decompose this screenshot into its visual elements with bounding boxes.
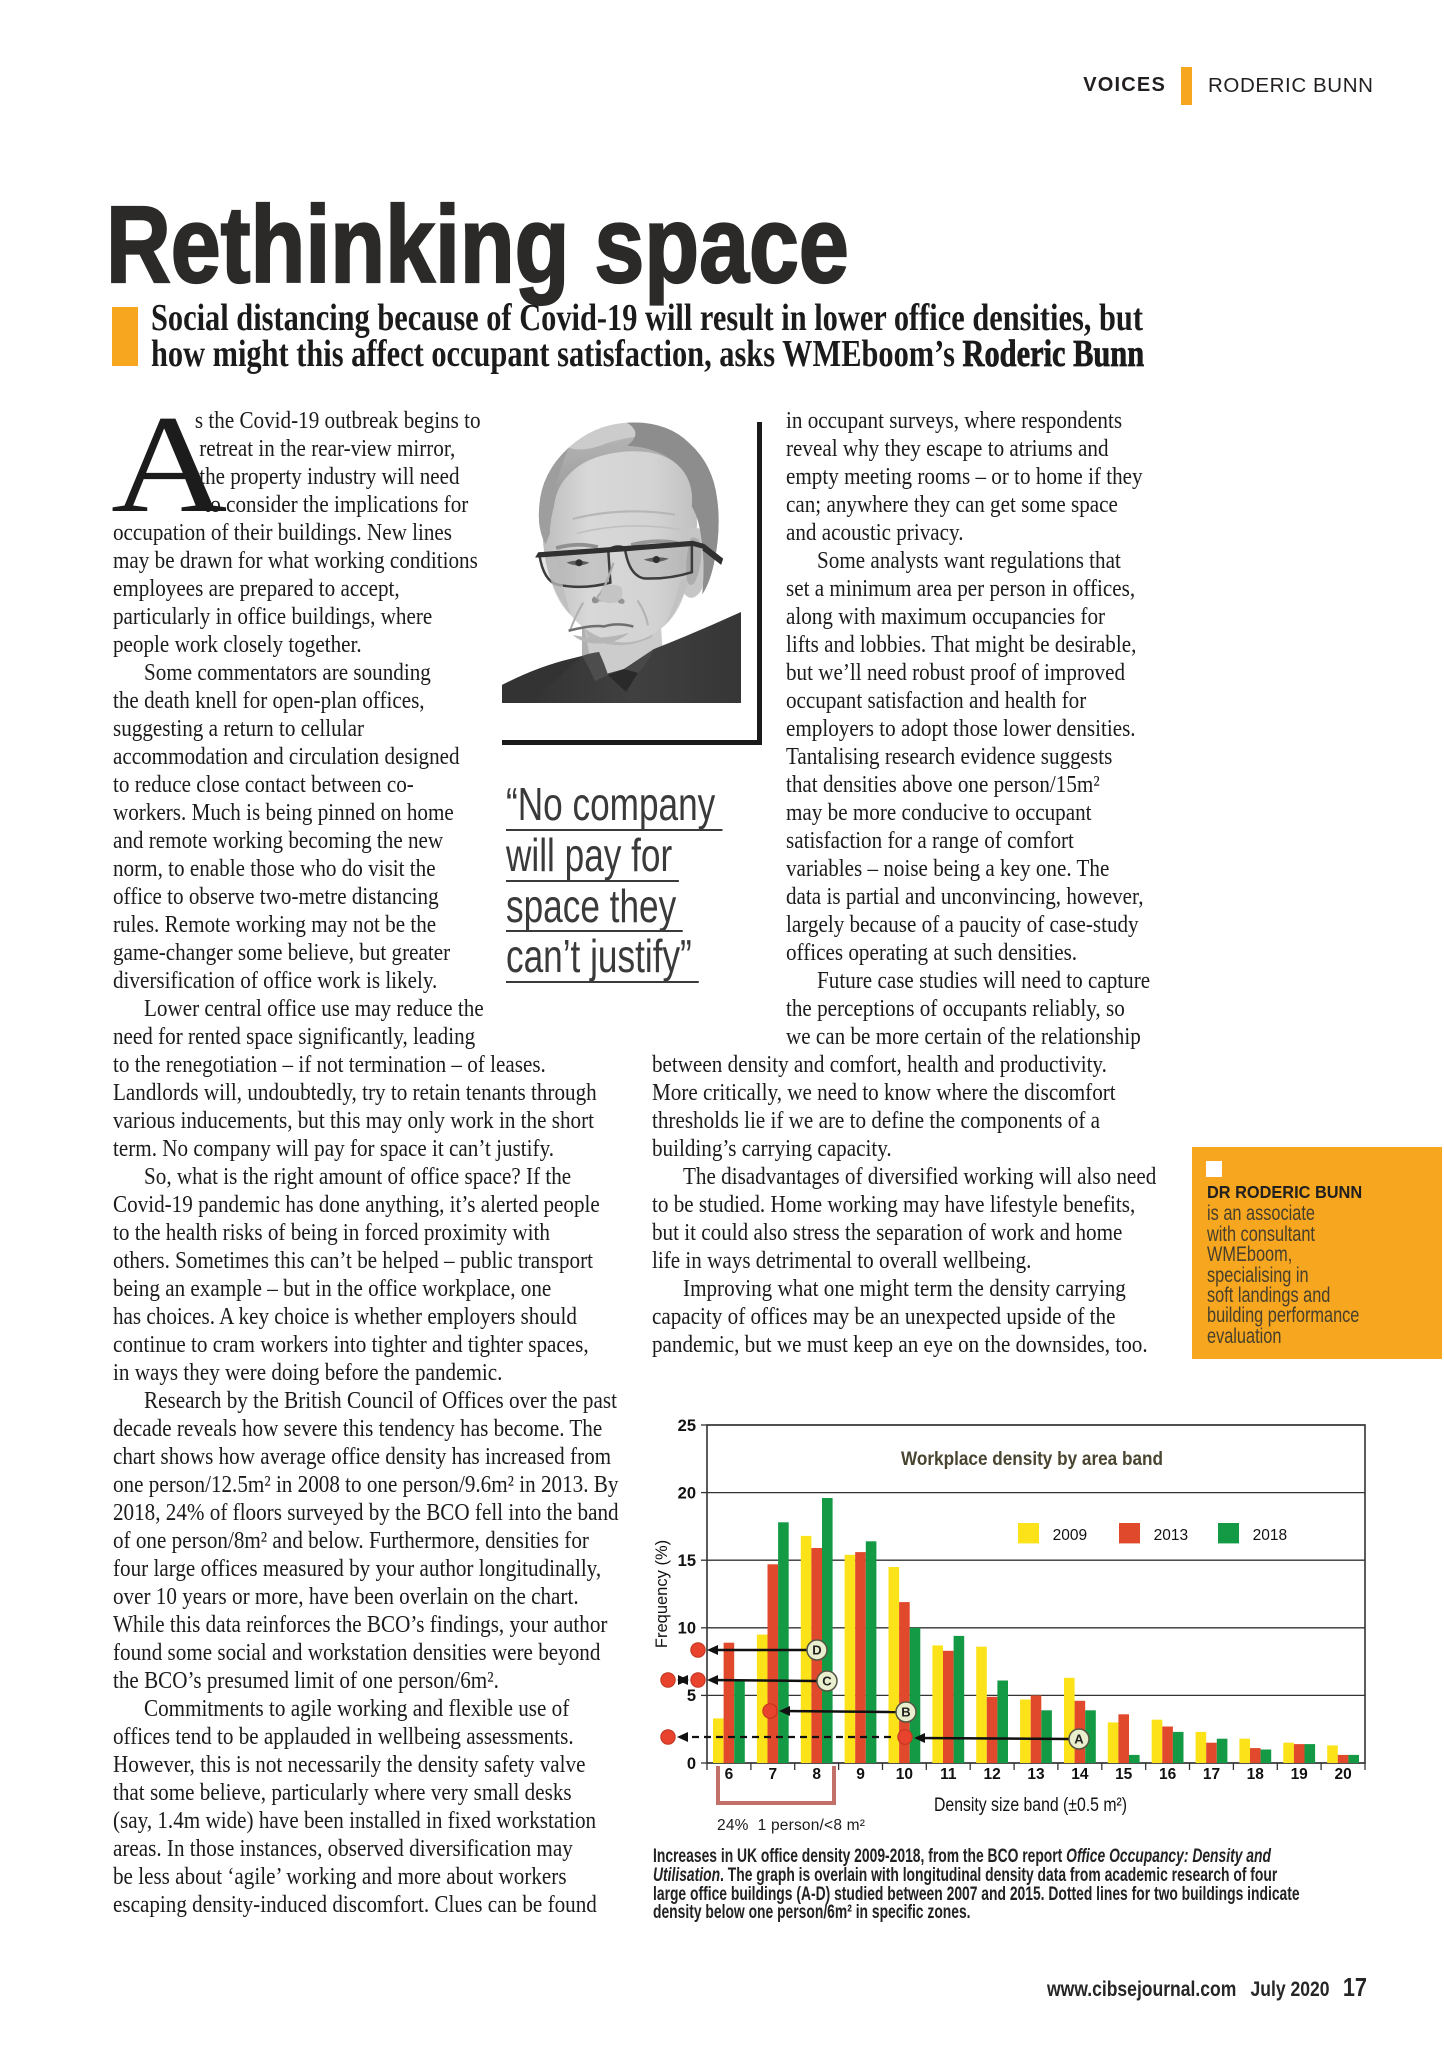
- svg-text:A: A: [1074, 1732, 1084, 1747]
- svg-text:2013: 2013: [1154, 1527, 1188, 1544]
- svg-text:20: 20: [1334, 1766, 1351, 1783]
- svg-text:11: 11: [940, 1766, 957, 1783]
- svg-text:7: 7: [768, 1766, 777, 1783]
- svg-text:10: 10: [678, 1620, 696, 1638]
- svg-text:17: 17: [1203, 1766, 1220, 1783]
- svg-text:9: 9: [856, 1766, 865, 1783]
- svg-text:25: 25: [678, 1417, 696, 1435]
- svg-text:2018: 2018: [1253, 1527, 1287, 1544]
- svg-text:2009: 2009: [1053, 1527, 1087, 1544]
- svg-text:6: 6: [725, 1766, 734, 1783]
- svg-text:10: 10: [896, 1766, 913, 1783]
- svg-text:24% 1 person/<8 m²: 24% 1 person/<8 m²: [717, 1817, 865, 1834]
- svg-text:15: 15: [1115, 1766, 1133, 1783]
- svg-text:18: 18: [1247, 1766, 1265, 1783]
- svg-text:8: 8: [812, 1766, 821, 1783]
- svg-text:D: D: [812, 1643, 821, 1658]
- svg-text:19: 19: [1291, 1766, 1309, 1783]
- svg-text:13: 13: [1027, 1766, 1045, 1783]
- svg-text:20: 20: [678, 1484, 696, 1502]
- svg-text:B: B: [901, 1705, 910, 1720]
- svg-text:16: 16: [1159, 1766, 1177, 1783]
- svg-text:5: 5: [687, 1687, 696, 1705]
- svg-text:Frequency (%): Frequency (%): [653, 1540, 671, 1648]
- svg-text:14: 14: [1071, 1766, 1089, 1783]
- svg-text:12: 12: [983, 1766, 1000, 1783]
- svg-text:0: 0: [687, 1755, 696, 1773]
- svg-text:15: 15: [678, 1552, 696, 1570]
- svg-text:Density size band (±0.5 m²): Density size band (±0.5 m²): [934, 1795, 1127, 1816]
- svg-text:C: C: [822, 1674, 832, 1689]
- svg-text:Workplace density by area band: Workplace density by area band: [901, 1448, 1163, 1470]
